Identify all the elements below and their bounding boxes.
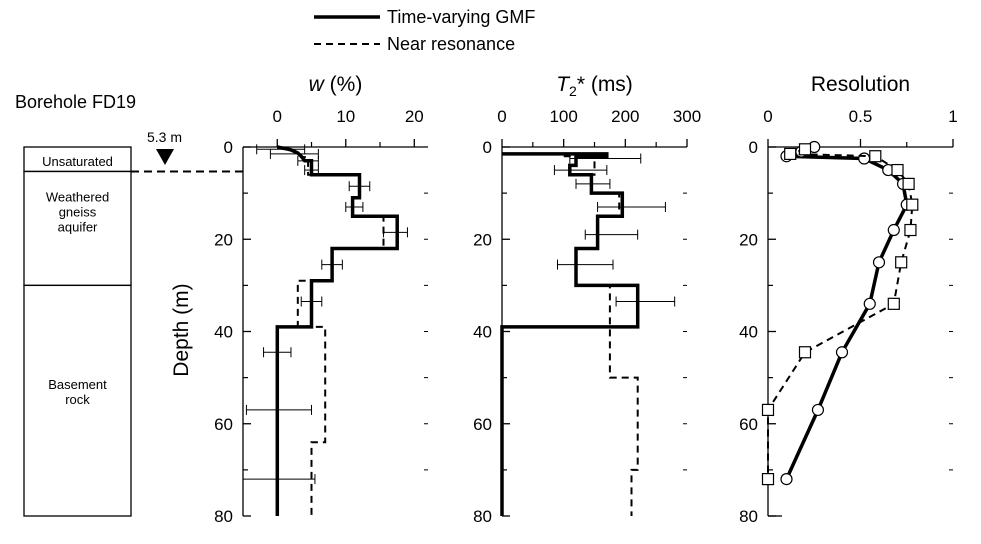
marker-circle — [811, 403, 825, 417]
y-axis-label: Depth (m) — [170, 283, 193, 376]
x-tick-label: 0.5 — [849, 107, 873, 126]
title-subscript: 2 — [569, 83, 577, 99]
y-tick-label: 60 — [214, 415, 233, 434]
log-layer-label: rock — [65, 392, 90, 407]
x-tick-label: 1 — [948, 107, 957, 126]
marker-square — [902, 177, 915, 190]
y-tick-label: 0 — [483, 138, 492, 157]
x-tick-label: 0 — [763, 107, 772, 126]
chart-t2star: 0 100 200 300 0 20 40 60 80 T2* (ms) — [473, 73, 701, 526]
x-tick-label: 300 — [673, 107, 701, 126]
y-tick-label: 20 — [214, 230, 233, 249]
marker-circle — [780, 473, 793, 486]
log-layer-box — [23, 284, 132, 517]
y-tick-label: 20 — [739, 230, 758, 249]
marker-square — [906, 198, 919, 211]
title-symbol: T — [556, 73, 571, 96]
panel-title: w (%) — [309, 73, 363, 96]
borehole-log: Borehole FD19 5.3 m Unsaturated Weathered… — [15, 92, 243, 517]
y-tick-label: 40 — [473, 323, 492, 342]
y-tick-label: 60 — [473, 415, 492, 434]
title-symbol: w — [309, 73, 326, 96]
panel-title: T2* (ms) — [556, 73, 633, 99]
log-layer-label: Unsaturated — [42, 154, 113, 169]
marker-circle — [835, 346, 849, 359]
log-layer-label: Weathered — [46, 189, 109, 204]
panel-title: Resolution — [811, 73, 910, 96]
water-table-marker — [156, 149, 174, 165]
borehole-label: Borehole FD19 — [15, 92, 136, 112]
x-tick-label: 100 — [549, 107, 577, 126]
marker-square — [895, 256, 908, 269]
marker-circle — [887, 223, 900, 237]
legend-solid-label: Time-varying GMF — [387, 7, 535, 27]
y-tick-label: 80 — [214, 507, 233, 526]
y-tick-label: 0 — [749, 138, 758, 157]
y-tick-label: 0 — [224, 138, 233, 157]
series-time-varying-gmf — [500, 152, 640, 516]
series-near-resonance — [277, 146, 385, 516]
y-tick-label: 80 — [473, 507, 492, 526]
water-table-label: 5.3 m — [147, 129, 182, 145]
log-layer-label: aquifer — [58, 219, 98, 234]
marker-circle — [858, 152, 871, 165]
marker-circle — [863, 297, 876, 310]
marker-square — [887, 297, 900, 310]
title-rest: (%) — [324, 73, 363, 96]
y-tick-label: 80 — [739, 507, 758, 526]
marker-square — [798, 143, 812, 156]
series-time-varying-gmf — [784, 145, 909, 480]
marker-square — [761, 473, 775, 486]
x-tick-label: 0 — [273, 107, 282, 126]
marker-square — [869, 150, 882, 163]
x-tick-label: 200 — [611, 107, 639, 126]
legend-dashed-label: Near resonance — [387, 34, 515, 54]
marker-square — [798, 346, 812, 359]
y-tick-label: 60 — [739, 415, 758, 434]
series-near-resonance — [767, 148, 914, 480]
marker-square — [784, 147, 797, 161]
legend: Time-varying GMF Near resonance — [314, 7, 535, 54]
chart-resolution: 0 0.5 1 0 20 40 60 80 Resolution — [739, 73, 958, 526]
y-tick-label: 40 — [214, 323, 233, 342]
log-layer-label: Basement — [48, 377, 107, 392]
series-time-varying-gmf — [275, 145, 399, 516]
x-tick-label: 0 — [497, 107, 506, 126]
x-tick-label: 10 — [336, 107, 355, 126]
marker-square — [761, 403, 775, 417]
title-rest: * (ms) — [577, 73, 633, 96]
marker-circle — [872, 256, 886, 269]
x-tick-label: 20 — [405, 107, 424, 126]
marker-square — [904, 223, 917, 237]
series-near-resonance — [563, 155, 639, 516]
log-layer-label: gneiss — [59, 204, 97, 219]
y-tick-label: 40 — [739, 323, 758, 342]
marker-square — [891, 163, 904, 177]
chart-water-content: 0 10 20 0 20 40 60 80 w (%) — [214, 73, 428, 526]
y-tick-label: 20 — [473, 230, 492, 249]
